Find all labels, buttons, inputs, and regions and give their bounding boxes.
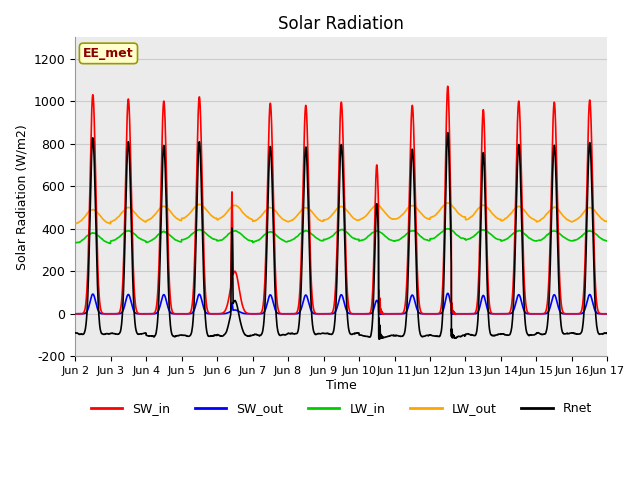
- Legend: SW_in, SW_out, LW_in, LW_out, Rnet: SW_in, SW_out, LW_in, LW_out, Rnet: [86, 397, 597, 420]
- Title: Solar Radiation: Solar Radiation: [278, 15, 404, 33]
- X-axis label: Time: Time: [326, 379, 356, 392]
- Y-axis label: Solar Radiation (W/m2): Solar Radiation (W/m2): [15, 124, 28, 270]
- Text: EE_met: EE_met: [83, 47, 134, 60]
